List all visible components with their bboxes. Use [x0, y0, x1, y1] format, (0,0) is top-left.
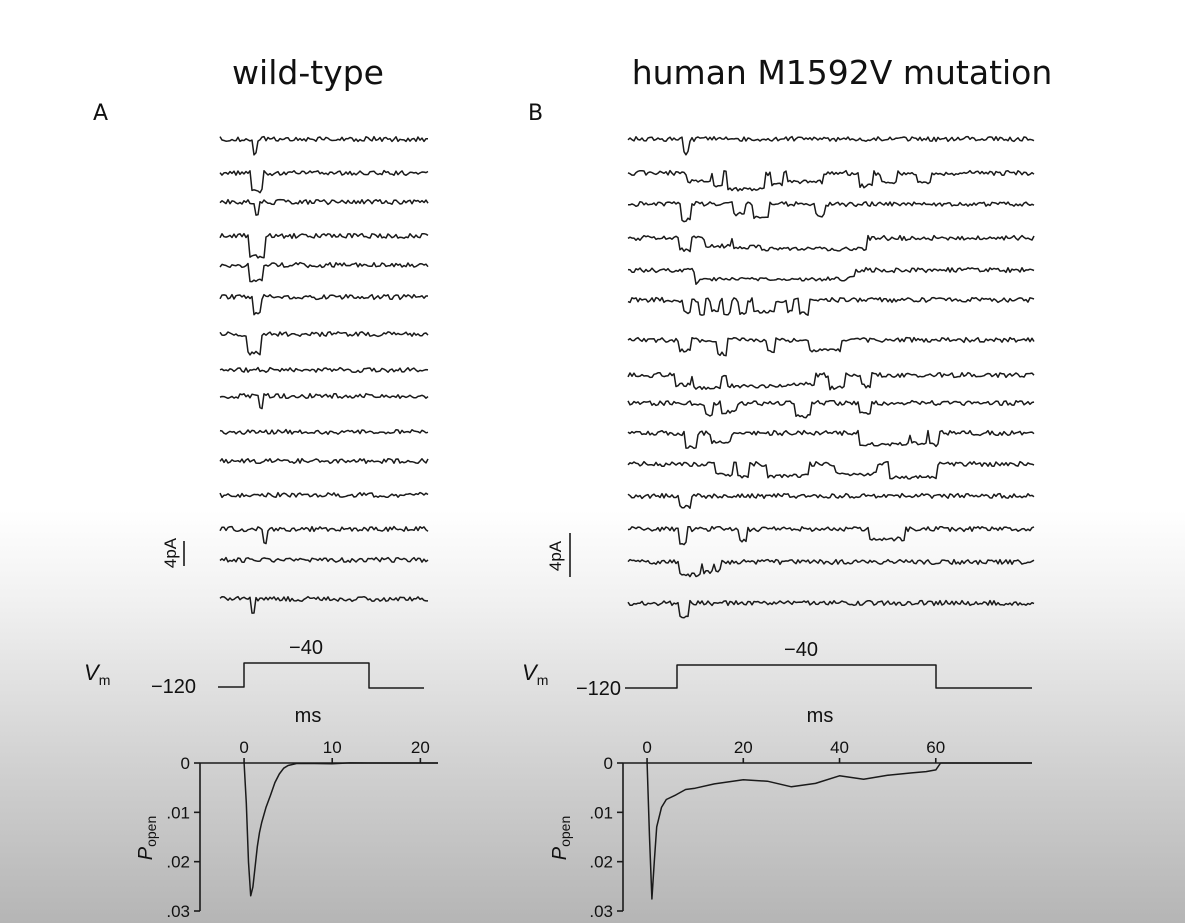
- trace-b-sweep: [627, 371, 1035, 391]
- trace-b-sweep: [627, 336, 1035, 357]
- y-tick-label-b: 0: [604, 754, 613, 773]
- voltage-high-b: −40: [784, 639, 818, 661]
- panel-b-title: human M1592V mutation: [632, 53, 1053, 92]
- y-tick-label-a: .03: [166, 902, 190, 921]
- trace-a-sweep: [219, 232, 429, 259]
- trace-b-sweep: [627, 599, 1035, 619]
- trace-a-sweep: [219, 293, 428, 316]
- y-tick-label-b: .03: [589, 902, 613, 921]
- voltage-protocol-b: [625, 664, 1032, 689]
- vm-label-a: Vm: [84, 660, 110, 688]
- panel-b-letter: B: [528, 101, 543, 126]
- trace-a-sweep: [219, 595, 428, 614]
- trace-a-sweep: [219, 556, 429, 564]
- x-tick-label-b: 60: [926, 738, 945, 757]
- single-channel-traces-a: [219, 135, 429, 614]
- popen-label-b: Popen: [549, 816, 573, 861]
- x-tick-label-b: 40: [830, 738, 849, 757]
- voltage-low-a: −120: [151, 676, 196, 698]
- y-tick-label-a: .02: [166, 853, 190, 872]
- x-tick-label-a: 20: [411, 738, 430, 757]
- trace-a-sweep: [219, 135, 428, 156]
- trace-a-sweep: [219, 198, 429, 216]
- x-tick-label-b: 0: [642, 738, 651, 757]
- y-tick-label-b: .01: [589, 803, 613, 822]
- x-tick-label-a: 10: [323, 738, 342, 757]
- trace-a-sweep: [219, 428, 429, 436]
- popen-label-a: Popen: [135, 816, 159, 861]
- time-unit-a: ms: [295, 705, 322, 727]
- scale-bar-label-b: 4pA: [546, 540, 565, 571]
- panel-a-title: wild-type: [232, 53, 384, 92]
- popen-trace-a: [243, 762, 438, 897]
- trace-b-sweep: [627, 234, 1035, 253]
- trace-b-sweep: [627, 135, 1035, 156]
- voltage-low-b: −120: [576, 678, 621, 700]
- trace-b-sweep: [627, 266, 1035, 285]
- trace-b-sweep: [627, 558, 1035, 578]
- trace-a-sweep: [219, 331, 429, 356]
- single-channel-traces-b: [627, 135, 1035, 619]
- voltage-high-a: −40: [289, 637, 323, 659]
- scale-bar-label-a: 4pA: [161, 537, 180, 568]
- trace-b-sweep: [627, 399, 1035, 419]
- trace-b-sweep: [627, 460, 1035, 480]
- popen-trace-b: [646, 762, 1032, 900]
- y-tick-label-b: .02: [589, 853, 613, 872]
- panel-a: wild-type A 4pA −40 −120 Vm ms 0 .01 .02 .0…: [84, 53, 438, 921]
- y-tick-label-a: 0: [181, 754, 190, 773]
- voltage-protocol-a: [218, 662, 424, 689]
- trace-b-sweep: [627, 169, 1035, 192]
- trace-a-sweep: [219, 169, 429, 194]
- popen-axes-a: 0 .01 .02 .03 0 10 20: [166, 738, 438, 921]
- panel-b: human M1592V mutation B 4pA −40 −120 Vm …: [522, 53, 1052, 921]
- trace-b-sweep: [627, 429, 1035, 450]
- trace-a-sweep: [219, 491, 429, 499]
- popen-axes-b: 0 .01 .02 .03 0 20 40 60: [589, 738, 1032, 921]
- vm-label-b: Vm: [522, 660, 548, 688]
- x-tick-label-a: 0: [239, 738, 248, 757]
- panel-a-letter: A: [93, 101, 108, 126]
- trace-a-sweep: [219, 392, 429, 410]
- trace-b-sweep: [627, 492, 1035, 509]
- x-tick-label-b: 20: [734, 738, 753, 757]
- trace-b-sweep: [627, 296, 1035, 316]
- y-tick-label-a: .01: [166, 803, 190, 822]
- trace-b-sweep: [627, 200, 1035, 223]
- trace-a-sweep: [219, 457, 429, 465]
- trace-a-sweep: [219, 525, 429, 545]
- trace-a-sweep: [219, 261, 429, 283]
- time-unit-b: ms: [807, 705, 834, 727]
- trace-b-sweep: [627, 525, 1035, 546]
- trace-a-sweep: [219, 366, 429, 374]
